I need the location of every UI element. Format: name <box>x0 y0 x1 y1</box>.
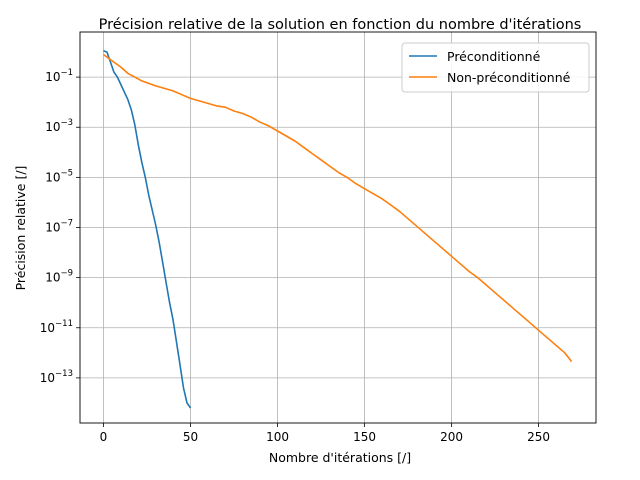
y-tick-label-4: 10−9 <box>45 269 73 285</box>
series-line-1 <box>103 53 573 363</box>
legend-label-preconditionne: Préconditionné <box>447 49 541 64</box>
y-tick-label-5: 10−11 <box>40 319 73 335</box>
x-tick-label-200: 200 <box>440 430 463 444</box>
x-tick-label-50: 50 <box>183 430 198 444</box>
y-tick-label-1: 10−3 <box>45 118 73 134</box>
y-axis: 10−1 10−3 10−5 10−7 10−9 10−11 10−13 <box>40 68 80 385</box>
x-axis-label: Nombre d'itérations [/] <box>269 450 411 465</box>
x-tick-label-150: 150 <box>353 430 376 444</box>
y-axis-label: Précision relative [/] <box>13 166 28 291</box>
legend: Préconditionné Non-préconditionné <box>401 42 590 93</box>
y-tick-label-3: 10−7 <box>45 219 73 235</box>
x-tick-label-0: 0 <box>100 430 108 444</box>
series-layer <box>103 50 573 409</box>
x-tick-label-250: 250 <box>527 430 550 444</box>
chart-title: Précision relative de la solution en fon… <box>99 17 582 33</box>
x-axis: 0 50 100 150 200 250 <box>100 423 550 444</box>
legend-box <box>401 42 590 93</box>
y-tick-label-0: 10−1 <box>45 68 73 84</box>
y-tick-label-2: 10−5 <box>45 168 73 184</box>
grid <box>80 32 596 423</box>
legend-label-non-preconditionne: Non-préconditionné <box>447 70 571 85</box>
x-tick-label-100: 100 <box>266 430 289 444</box>
y-tick-label-6: 10−13 <box>40 369 73 385</box>
series-line-0 <box>103 50 192 409</box>
